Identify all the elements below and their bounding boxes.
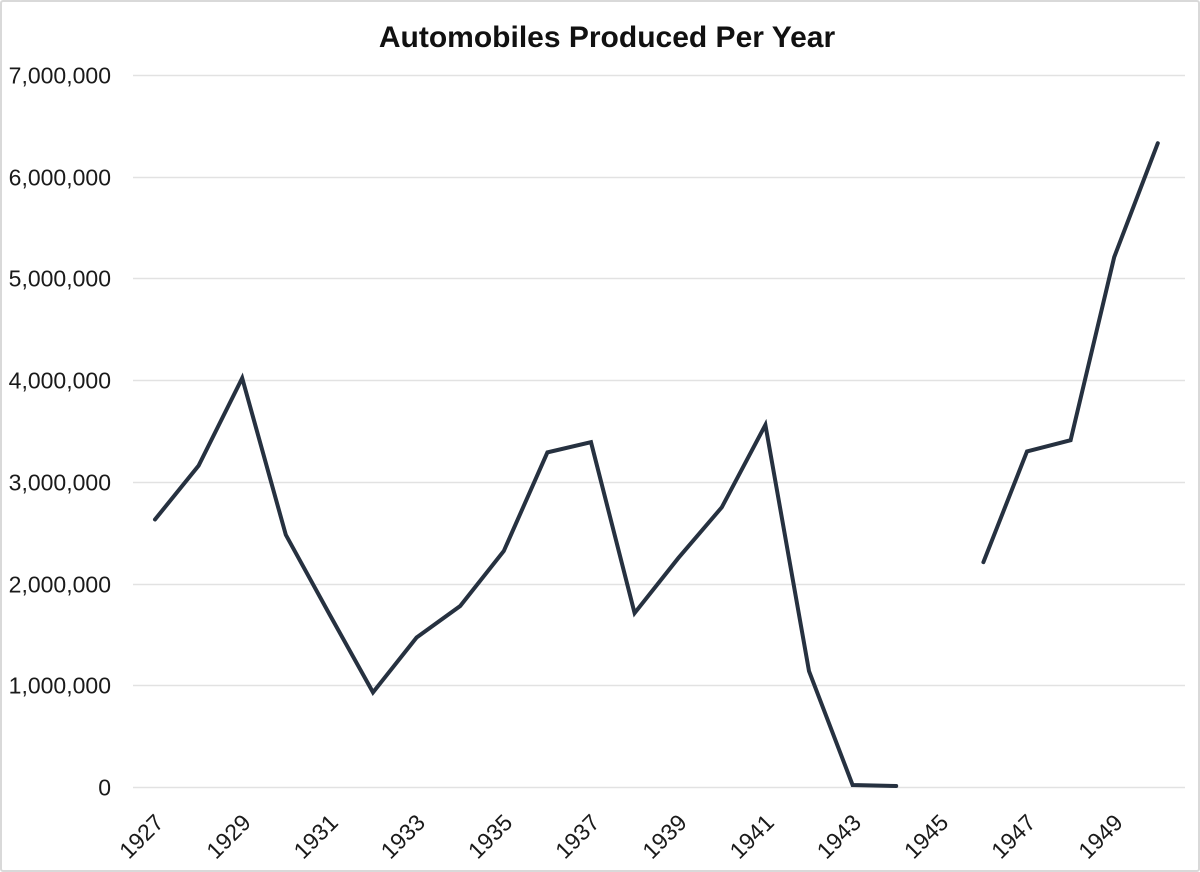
x-axis-labels: 1927 1929 1931 1933 1935 1937 1939 1941 1943 1945… <box>114 809 1128 864</box>
y-tick-label: 3,000,000 <box>9 470 111 496</box>
x-tick-label: 1935 <box>463 809 518 864</box>
y-tick-label: 6,000,000 <box>9 165 111 191</box>
x-tick-label: 1945 <box>899 809 954 864</box>
data-series-layer <box>153 141 1160 788</box>
y-tick-label: 4,000,000 <box>9 368 111 394</box>
x-tick-label: 1939 <box>637 809 692 864</box>
y-tick-label: 7,000,000 <box>9 63 111 89</box>
data-line <box>981 141 1160 565</box>
x-tick-label: 1947 <box>986 809 1041 864</box>
x-tick-label: 1927 <box>114 809 169 864</box>
y-tick-label: 1,000,000 <box>9 673 111 699</box>
y-axis-labels: 0 1,000,000 2,000,000 3,000,000 4,000,000 5,0… <box>9 63 111 801</box>
chart-title: Automobiles Produced Per Year <box>379 21 836 54</box>
x-tick-label: 1931 <box>288 809 343 864</box>
x-tick-label: 1937 <box>550 809 605 864</box>
y-tick-label: 0 <box>98 775 111 801</box>
y-tick-label: 5,000,000 <box>9 266 111 292</box>
data-line <box>153 372 899 788</box>
y-tick-label: 2,000,000 <box>9 572 111 598</box>
x-tick-label: 1949 <box>1073 809 1128 864</box>
x-tick-label: 1941 <box>724 809 779 864</box>
gridlines-layer <box>133 74 1185 789</box>
x-tick-label: 1943 <box>812 809 867 864</box>
x-tick-label: 1933 <box>376 809 431 864</box>
x-tick-label: 1929 <box>201 809 256 864</box>
